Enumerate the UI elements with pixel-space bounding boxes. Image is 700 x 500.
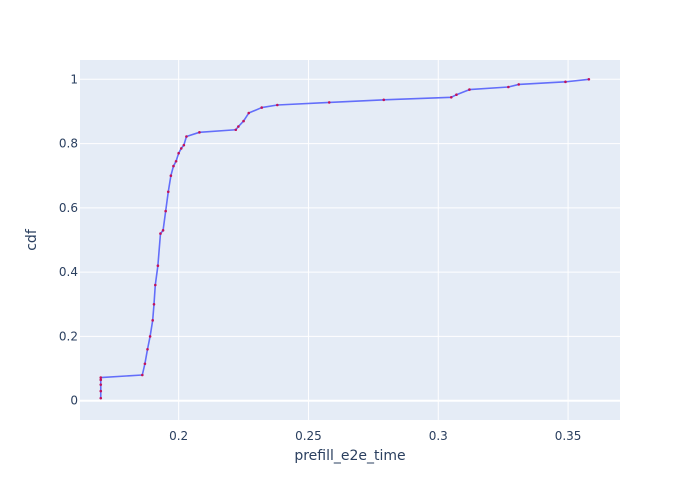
data-point bbox=[164, 209, 167, 213]
x-tick-label: 0.35 bbox=[555, 429, 582, 443]
y-axis-title: cdf bbox=[24, 228, 40, 251]
data-point bbox=[153, 283, 157, 287]
x-tick-label: 0.2 bbox=[169, 429, 188, 443]
data-point bbox=[152, 302, 156, 306]
data-point bbox=[198, 131, 201, 134]
data-point bbox=[177, 151, 180, 155]
data-point bbox=[237, 125, 240, 128]
data-point bbox=[146, 347, 149, 351]
x-tick-label: 0.25 bbox=[295, 429, 322, 443]
series-layer bbox=[99, 77, 591, 400]
data-point bbox=[382, 98, 386, 102]
data-point bbox=[143, 362, 147, 366]
data-point bbox=[172, 164, 175, 168]
data-point bbox=[169, 174, 173, 178]
data-point bbox=[148, 335, 152, 338]
data-point bbox=[468, 88, 471, 91]
data-point bbox=[185, 135, 188, 138]
data-point bbox=[507, 85, 510, 89]
y-tick-label: 0.6 bbox=[59, 201, 78, 215]
data-point bbox=[141, 373, 144, 377]
data-point bbox=[260, 106, 264, 109]
data-point bbox=[99, 378, 103, 382]
data-point bbox=[517, 83, 521, 86]
data-point bbox=[156, 264, 160, 268]
data-point bbox=[564, 80, 567, 84]
y-tick-label: 0.4 bbox=[59, 265, 78, 279]
data-point bbox=[166, 190, 170, 194]
data-point bbox=[234, 128, 238, 132]
data-point bbox=[159, 232, 162, 235]
data-point bbox=[247, 111, 251, 115]
data-point bbox=[99, 383, 103, 386]
data-point bbox=[174, 159, 178, 163]
data-point bbox=[276, 103, 279, 107]
grid-lines bbox=[80, 60, 620, 420]
y-tick-label: 0.2 bbox=[59, 329, 78, 343]
data-point bbox=[587, 77, 591, 81]
y-tick-label: 0.8 bbox=[59, 137, 78, 151]
data-point bbox=[182, 143, 186, 147]
data-point bbox=[327, 101, 331, 104]
plot-area bbox=[80, 60, 620, 420]
x-tick-label: 0.3 bbox=[429, 429, 448, 443]
data-point bbox=[99, 376, 103, 379]
data-point bbox=[99, 396, 103, 400]
y-tick-label: 1 bbox=[70, 72, 78, 86]
data-point bbox=[179, 147, 183, 150]
data-point bbox=[449, 95, 453, 99]
x-axis-title: prefill_e2e_time bbox=[294, 448, 405, 464]
data-point bbox=[99, 389, 103, 393]
data-point bbox=[161, 229, 165, 232]
y-tick-label: 0 bbox=[70, 394, 78, 408]
tick-labels: 0.2 0.25 0.3 0.35 0 0.2 0.4 0.6 0.8 1 bbox=[59, 72, 582, 443]
data-point bbox=[455, 93, 458, 97]
data-point bbox=[242, 119, 245, 123]
data-point bbox=[151, 319, 154, 322]
series-line bbox=[99, 78, 589, 399]
